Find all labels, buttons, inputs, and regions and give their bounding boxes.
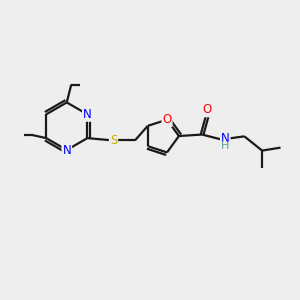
Text: H: H <box>221 141 230 152</box>
Text: N: N <box>221 132 230 145</box>
Text: N: N <box>83 108 92 121</box>
Text: O: O <box>203 103 212 116</box>
Text: S: S <box>110 134 117 147</box>
Text: N: N <box>62 143 71 157</box>
Text: O: O <box>162 113 172 126</box>
